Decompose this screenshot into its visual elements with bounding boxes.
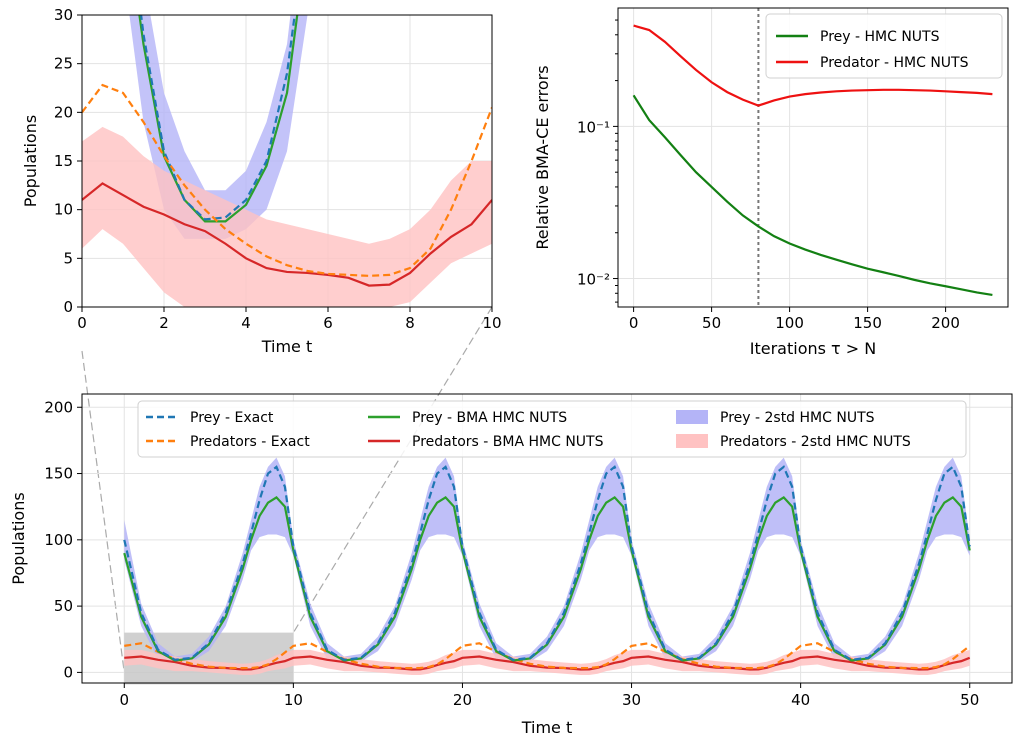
zoom-line-pred_exact — [82, 83, 492, 277]
full-y-tick-label: 0 — [63, 663, 73, 681]
zoom-panel: 0 2 4 6 8 10 0 5 10 15 20 25 30 Time t Populations — [21, 6, 502, 356]
zoom-tick-labels: 0 2 4 6 8 10 0 5 10 15 20 25 30 — [54, 6, 502, 332]
error-line-err_pred — [633, 24, 993, 107]
zoom-band-pred_band — [82, 126, 492, 307]
zoom-x-tick-label: 0 — [77, 314, 87, 332]
full-plot-marks — [123, 457, 971, 685]
full-y-tick-label: 150 — [44, 465, 73, 483]
zoom-y-tick-label: 5 — [63, 249, 73, 267]
full-legend: Prey - Exact Predators - Exact Prey - BMA … — [137, 400, 967, 458]
zoom-connector-lines — [81, 306, 493, 673]
error-legend: Prey - HMC NUTS Predator - HMC NUTS — [765, 13, 1003, 79]
full-legend-label: Prey - 2std HMC NUTS — [720, 410, 875, 426]
full-x-tick-label: 20 — [453, 691, 472, 709]
full-legend-label: Predators - Exact — [190, 434, 310, 450]
zoom-plot-marks — [82, 15, 492, 307]
full-x-tick-label: 10 — [284, 691, 303, 709]
error-y-tick-label: 10⁻² — [577, 271, 610, 289]
full-tick-labels: 0 10 20 30 40 50 0 50 100 150 200 — [44, 398, 979, 709]
full-legend-label: Predators - 2std HMC NUTS — [720, 434, 911, 450]
full-legend-label: Prey - BMA HMC NUTS — [412, 410, 567, 426]
error-x-tick-label: 200 — [931, 314, 960, 332]
full-x-tick-label: 0 — [119, 691, 129, 709]
zoom-y-tick-label: 15 — [54, 152, 73, 170]
zoom-x-tick-label: 10 — [482, 314, 501, 332]
error-tick-labels: 0 50 100 150 200 10⁻² 10⁻¹ — [577, 19, 960, 332]
full-x-tick-label: 40 — [791, 691, 810, 709]
full-y-tick-label: 50 — [54, 597, 73, 615]
zoom-x-tick-label: 2 — [159, 314, 169, 332]
zoom-x-tick-label: 8 — [405, 314, 415, 332]
full-plot-frame — [81, 393, 1013, 684]
error-x-tick-label: 50 — [702, 314, 721, 332]
error-panel: 0 50 100 150 200 10⁻² 10⁻¹ Iterations τ > N Re… — [533, 7, 1009, 358]
full-x-tick-label: 50 — [960, 691, 979, 709]
zoom-y-tick-label: 25 — [54, 55, 73, 73]
error-legend-label: Prey - HMC NUTS — [820, 29, 940, 45]
zoom-line-pred_bma — [82, 182, 492, 287]
error-plot-frame — [617, 7, 1009, 308]
full-x-axis-label: Time t — [521, 718, 573, 737]
zoom-x-tick-label: 4 — [241, 314, 251, 332]
full-prey-exact-line — [123, 465, 971, 661]
full-y-tick-label: 200 — [44, 398, 73, 416]
full-legend-swatch — [676, 434, 708, 448]
error-plot-marks — [632, 8, 993, 307]
error-x-tick-label: 0 — [629, 314, 639, 332]
full-legend-box — [137, 400, 967, 458]
zoom-y-tick-label: 20 — [54, 103, 73, 121]
full-panel: 0 10 20 30 40 50 0 50 100 150 200 Time t Populatio… — [9, 393, 1013, 737]
error-y-tick-label: 10⁻¹ — [577, 118, 610, 136]
connector-right — [292, 306, 493, 633]
full-legend-swatch — [676, 410, 708, 424]
zoom-y-tick-label: 10 — [54, 201, 73, 219]
full-legend-label: Predators - BMA HMC NUTS — [412, 434, 604, 450]
zoom-x-tick-label: 6 — [323, 314, 333, 332]
zoom-x-axis-label: Time t — [261, 337, 313, 356]
full-legend-label: Prey - Exact — [190, 410, 274, 426]
zoom-line-prey_bma — [138, 15, 299, 223]
error-x-axis-label: Iterations τ > N — [750, 339, 876, 358]
full-prey-band — [124, 457, 970, 664]
error-y-axis-label: Relative BMA-CE errors — [533, 65, 552, 249]
full-y-tick-label: 100 — [44, 531, 73, 549]
error-legend-label: Predator - HMC NUTS — [820, 55, 969, 71]
zoom-y-axis-label: Populations — [21, 115, 40, 207]
full-x-tick-label: 30 — [622, 691, 641, 709]
error-legend-box — [765, 13, 1003, 79]
full-y-axis-label: Populations — [9, 492, 28, 584]
zoom-y-tick-label: 30 — [54, 6, 73, 24]
zoom-y-tick-label: 0 — [63, 298, 73, 316]
error-line-err_prey — [632, 94, 993, 297]
error-x-tick-label: 150 — [853, 314, 882, 332]
connector-left — [81, 350, 125, 673]
error-x-tick-label: 100 — [775, 314, 804, 332]
